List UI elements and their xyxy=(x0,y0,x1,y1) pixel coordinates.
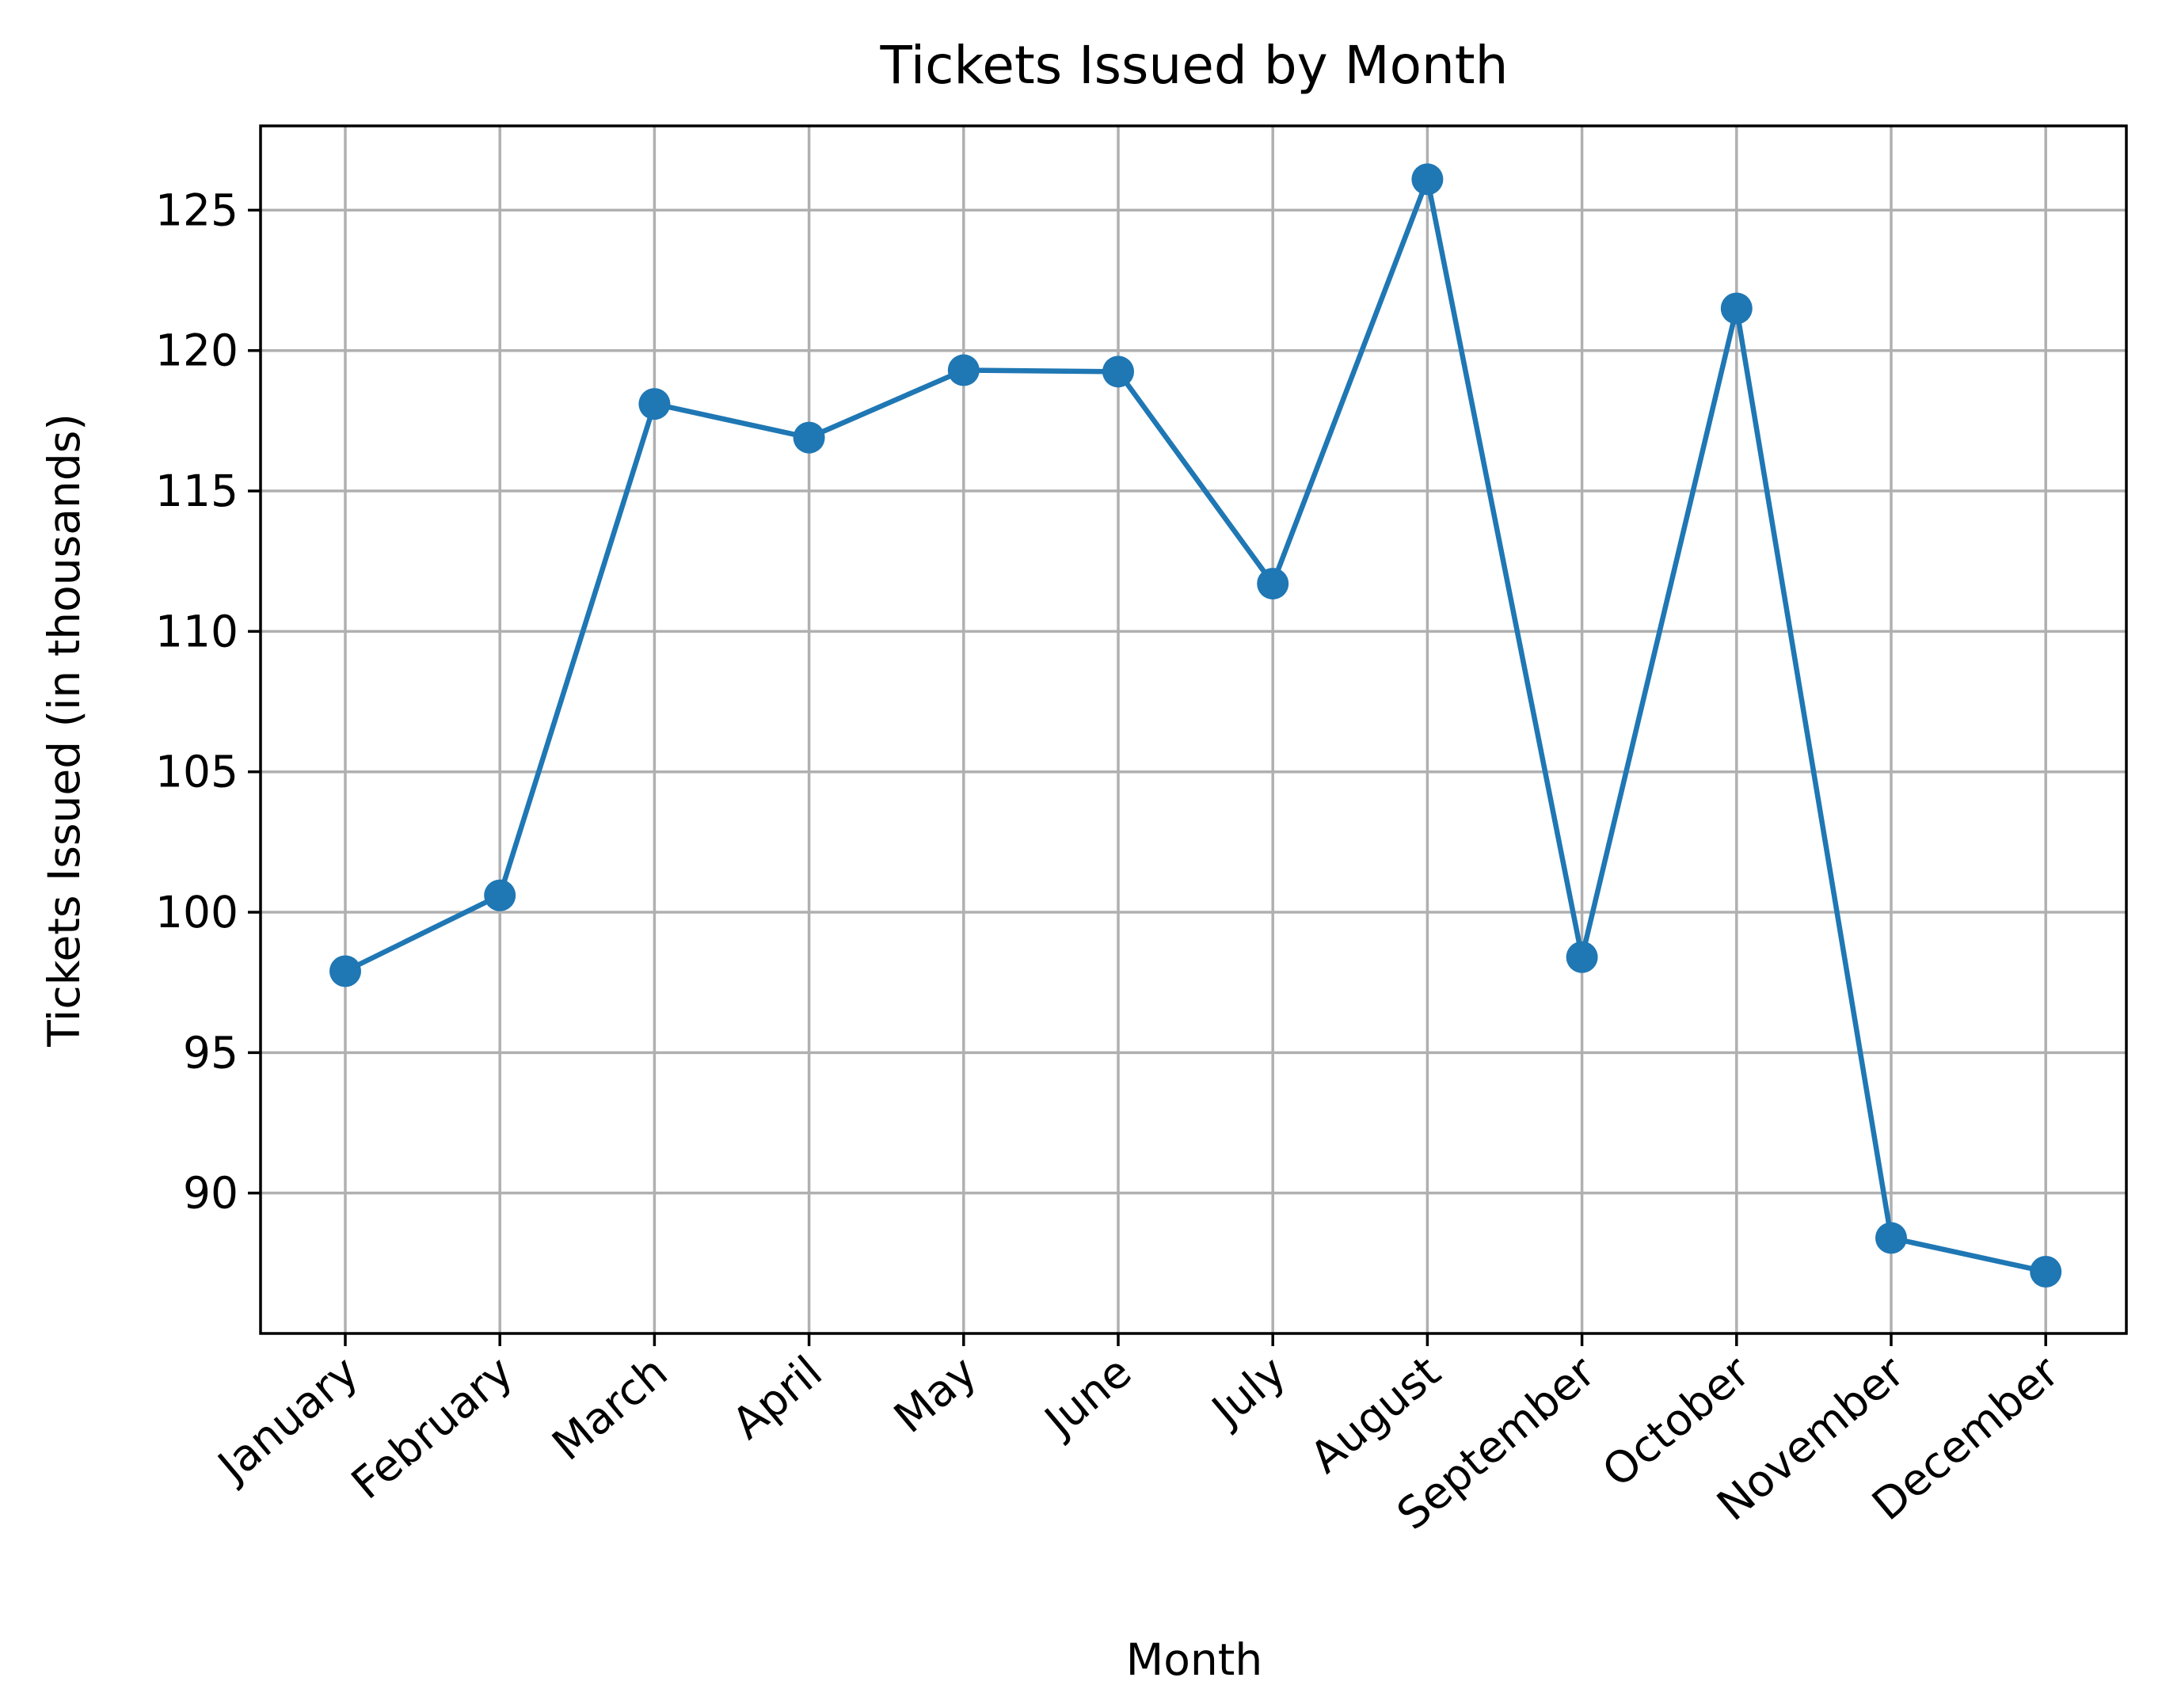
data-point xyxy=(1411,163,1444,196)
y-tick-label: 95 xyxy=(183,1027,238,1078)
data-point xyxy=(1102,356,1134,388)
data-point xyxy=(638,388,671,420)
grid-lines xyxy=(261,126,2126,1333)
data-point xyxy=(1720,292,1753,325)
x-axis-label: Month xyxy=(1126,1634,1262,1685)
data-point xyxy=(484,879,516,911)
y-tick-label: 125 xyxy=(155,184,238,235)
data-point xyxy=(947,354,980,386)
plot-frame xyxy=(259,124,2128,1335)
data-point xyxy=(793,421,825,454)
series-layer xyxy=(329,163,2062,1288)
chart-title: Tickets Issued by Month xyxy=(880,35,1509,96)
y-axis-label: Tickets Issued (in thousands) xyxy=(39,413,89,1048)
y-tick-label: 115 xyxy=(155,466,238,516)
data-point xyxy=(1875,1222,1907,1254)
series-line xyxy=(342,177,2049,1275)
y-tick-label: 110 xyxy=(155,606,238,656)
data-point xyxy=(1566,941,1598,973)
data-point xyxy=(1257,568,1289,600)
y-tick-label: 120 xyxy=(155,325,238,376)
y-tick-label: 105 xyxy=(155,747,238,797)
data-point xyxy=(329,955,361,987)
y-tick-label: 100 xyxy=(155,887,238,938)
data-point xyxy=(2030,1255,2062,1288)
y-tick-label: 90 xyxy=(183,1168,238,1219)
